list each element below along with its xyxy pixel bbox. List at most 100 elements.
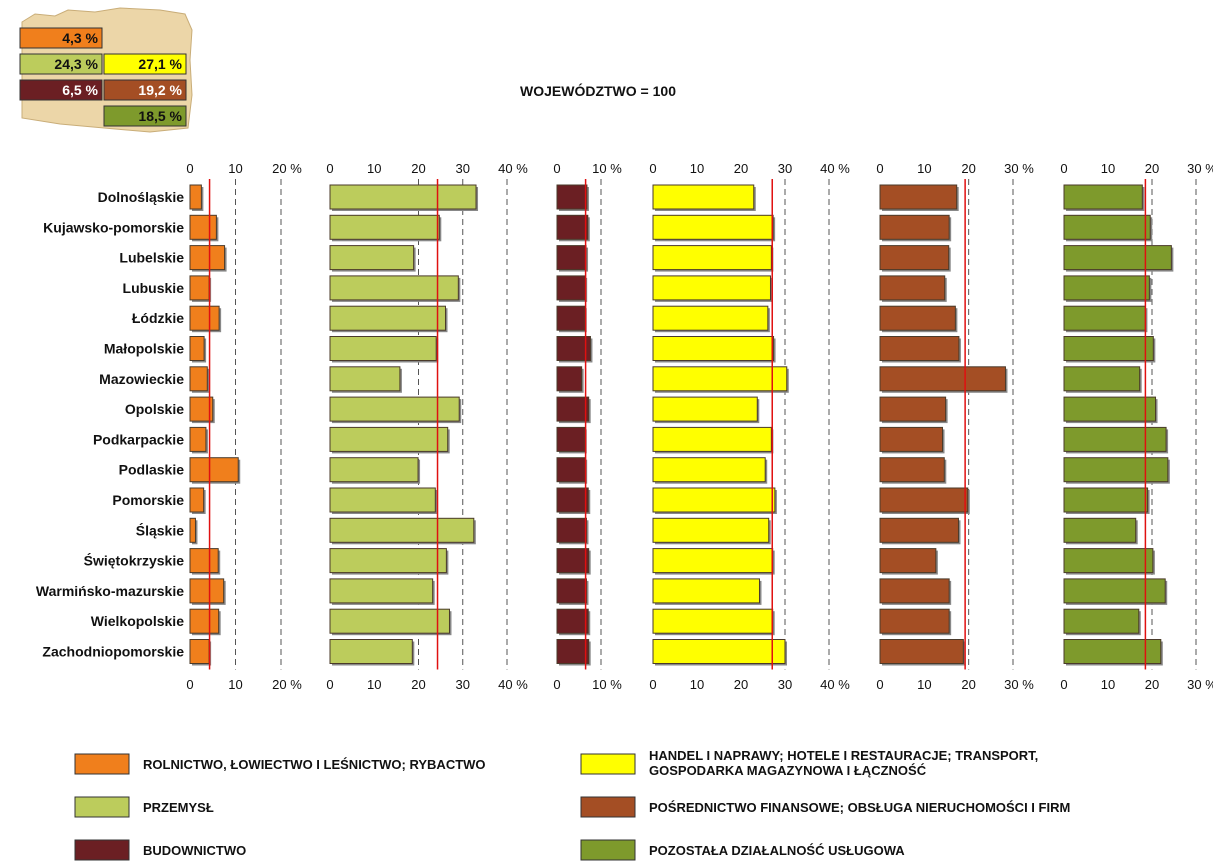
legend-swatch-finance [580, 796, 636, 818]
bar-construction [556, 578, 587, 604]
tick-label-bottom: 40 % [498, 677, 528, 692]
bar-agri [189, 457, 239, 483]
bar-other [1063, 578, 1166, 604]
tick-label-top: 20 [411, 161, 425, 176]
tick-label-bottom: 30 [778, 677, 792, 692]
tick-label-top: 0 [1060, 161, 1067, 176]
category-label: Świętokrzyskie [84, 552, 185, 569]
bar-trade [652, 275, 771, 301]
legend-swatch-construction [74, 839, 130, 861]
category-label: Mazowieckie [99, 371, 184, 387]
bar-finance [879, 305, 956, 331]
bar-other [1063, 396, 1157, 422]
category-label: Lubelskie [119, 250, 184, 266]
tick-label-bottom: 40 % [820, 677, 850, 692]
bar-construction [556, 426, 586, 452]
bar-other [1063, 457, 1169, 483]
bar-trade [652, 245, 772, 271]
tick-label-top: 30 [456, 161, 470, 176]
bar-agri [189, 336, 205, 361]
tick-label-bottom: 20 [734, 677, 748, 692]
bar-finance [879, 245, 950, 271]
bar-trade [652, 396, 758, 422]
bar-agri [189, 184, 202, 210]
bar-industry [329, 305, 446, 331]
bar-construction [556, 608, 589, 634]
bar-finance [879, 366, 1006, 392]
category-label: Pomorskie [112, 492, 184, 508]
bar-trade [652, 184, 755, 210]
bar-finance [879, 275, 946, 301]
category-label: Podlaskie [119, 462, 185, 478]
bar-industry [329, 639, 413, 664]
bar-trade [652, 336, 775, 361]
bar-construction [556, 517, 587, 543]
tick-label-top: 0 [553, 161, 560, 176]
bar-agri [189, 245, 226, 271]
bar-trade [652, 366, 788, 392]
category-label: Wielkopolskie [91, 613, 184, 629]
bar-industry [329, 517, 475, 543]
bar-construction [556, 548, 590, 574]
category-label: Zachodniopomorskie [42, 644, 184, 660]
tick-label-top: 0 [326, 161, 333, 176]
tick-label-top: 0 [186, 161, 193, 176]
bar-agri [189, 548, 219, 574]
tick-label-bottom: 30 % [1187, 677, 1213, 692]
inset-value-box [103, 53, 187, 75]
tick-label-top: 0 [649, 161, 656, 176]
bar-agri [189, 396, 214, 422]
bar-finance [879, 578, 950, 604]
bar-finance [879, 336, 960, 361]
bar-finance [879, 426, 944, 452]
bar-other [1063, 245, 1172, 271]
legend-label: PRZEMYSŁ [143, 800, 214, 815]
bar-trade [652, 305, 769, 331]
bar-industry [329, 548, 447, 574]
tick-label-top: 20 [734, 161, 748, 176]
inset-value-box [19, 79, 103, 101]
category-label: Kujawsko-pomorskie [43, 219, 184, 235]
bar-construction [556, 457, 586, 483]
bar-agri [189, 517, 196, 543]
inset-value-box [19, 27, 103, 49]
bar-other [1063, 275, 1150, 301]
tick-label-bottom: 0 [1060, 677, 1067, 692]
tick-label-bottom: 10 [367, 677, 381, 692]
tick-label-top: 30 [778, 161, 792, 176]
legend-label: POŚREDNICTWO FINANSOWE; OBSŁUGA NIERUCHO… [649, 800, 1070, 815]
bar-industry [329, 275, 459, 301]
bar-construction [556, 487, 589, 513]
inset-value: 4,3 % [62, 30, 98, 46]
tick-label-bottom: 10 [917, 677, 931, 692]
tick-label-bottom: 20 [411, 677, 425, 692]
tick-label-top: 30 % [1004, 161, 1034, 176]
bar-agri [189, 426, 207, 452]
bar-trade [652, 548, 774, 574]
inset-value-box [103, 79, 187, 101]
bar-trade [652, 578, 760, 604]
bar-industry [329, 396, 460, 422]
bar-other [1063, 608, 1140, 634]
tick-label-top: 20 % [272, 161, 302, 176]
tick-label-bottom: 20 % [272, 677, 302, 692]
tick-label-bottom: 0 [876, 677, 883, 692]
bar-trade [652, 457, 766, 483]
bar-industry [329, 336, 437, 361]
bar-construction [556, 214, 589, 240]
tick-label-bottom: 0 [186, 677, 193, 692]
category-label: Warmińsko-mazurskie [36, 583, 184, 599]
bar-other [1063, 184, 1143, 210]
bar-finance [879, 608, 950, 634]
bar-finance [879, 639, 964, 664]
tick-label-bottom: 0 [553, 677, 560, 692]
tick-label-top: 10 [367, 161, 381, 176]
bar-agri [189, 366, 208, 392]
tick-label-top: 0 [876, 161, 883, 176]
inset-value: 24,3 % [54, 56, 98, 72]
tick-label-top: 30 % [1187, 161, 1213, 176]
category-label: Dolnośląskie [98, 189, 185, 205]
bar-agri [189, 275, 210, 301]
legend-label: BUDOWNICTWO [143, 843, 246, 858]
inset-value: 6,5 % [62, 82, 98, 98]
